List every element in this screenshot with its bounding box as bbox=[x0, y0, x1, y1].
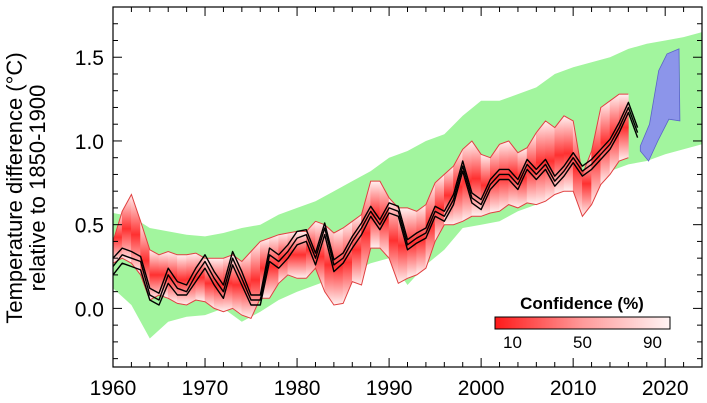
observed-series-line bbox=[113, 106, 639, 301]
plume-segment bbox=[443, 165, 454, 225]
y-tick-label: 1.5 bbox=[75, 47, 104, 70]
colorbar-tick-label: 50 bbox=[573, 333, 592, 352]
plume-segment bbox=[554, 114, 565, 195]
colorbar-tick-label: 90 bbox=[643, 333, 662, 352]
plume-segment bbox=[177, 254, 187, 306]
plume-segment bbox=[342, 220, 353, 304]
colorbar: Confidence (%) 10 50 90 bbox=[494, 294, 671, 352]
x-tick-label: 2010 bbox=[550, 377, 597, 400]
observed-series-line bbox=[113, 101, 639, 296]
plume-segment bbox=[186, 252, 197, 306]
x-tick-label: 1990 bbox=[366, 377, 413, 400]
colorbar-gradient bbox=[494, 316, 671, 330]
plume-lower-edge bbox=[113, 157, 629, 320]
plume-segment bbox=[232, 254, 243, 316]
x-tick-label: 2000 bbox=[458, 377, 505, 400]
projection-region bbox=[639, 48, 681, 162]
observation-layer bbox=[113, 101, 639, 306]
plume-segment bbox=[499, 140, 510, 212]
y-tick-label: 0.0 bbox=[75, 298, 104, 321]
plume-upper-edge bbox=[113, 93, 629, 263]
plume-segment bbox=[535, 120, 546, 206]
x-tick-label: 1980 bbox=[274, 377, 321, 400]
y-tick-label: 0.5 bbox=[75, 215, 104, 238]
x-tick-label: 1960 bbox=[90, 377, 137, 400]
projection-layer bbox=[639, 48, 681, 162]
observed-series-line bbox=[113, 111, 639, 306]
x-tick-label: 1970 bbox=[182, 377, 229, 400]
plot-area bbox=[113, 32, 702, 339]
plume-segment bbox=[296, 231, 307, 279]
plume-segment bbox=[121, 194, 132, 264]
colorbar-tick-labels: 10 50 90 bbox=[503, 333, 662, 352]
y-axis-title-line2: relative to 1850-1900 bbox=[25, 85, 50, 292]
x-tick-label: 2020 bbox=[642, 377, 689, 400]
plume-segment bbox=[416, 204, 427, 276]
x-tick-labels: 1960 1970 1980 1990 2000 2010 2020 bbox=[90, 377, 689, 400]
y-axis-title-line1: Temperature difference (°C) bbox=[2, 52, 27, 323]
colorbar-tick-label: 10 bbox=[503, 333, 522, 352]
ticks-layer bbox=[112, 7, 703, 367]
y-axis-title: Temperature difference (°C) relative to … bbox=[2, 52, 50, 323]
y-tick-labels: 0.0 0.5 1.0 1.5 bbox=[75, 47, 104, 321]
plume-segment bbox=[370, 180, 381, 249]
y-tick-label: 1.0 bbox=[75, 131, 104, 154]
plume-segment bbox=[600, 100, 611, 186]
colorbar-title: Confidence (%) bbox=[520, 294, 644, 313]
